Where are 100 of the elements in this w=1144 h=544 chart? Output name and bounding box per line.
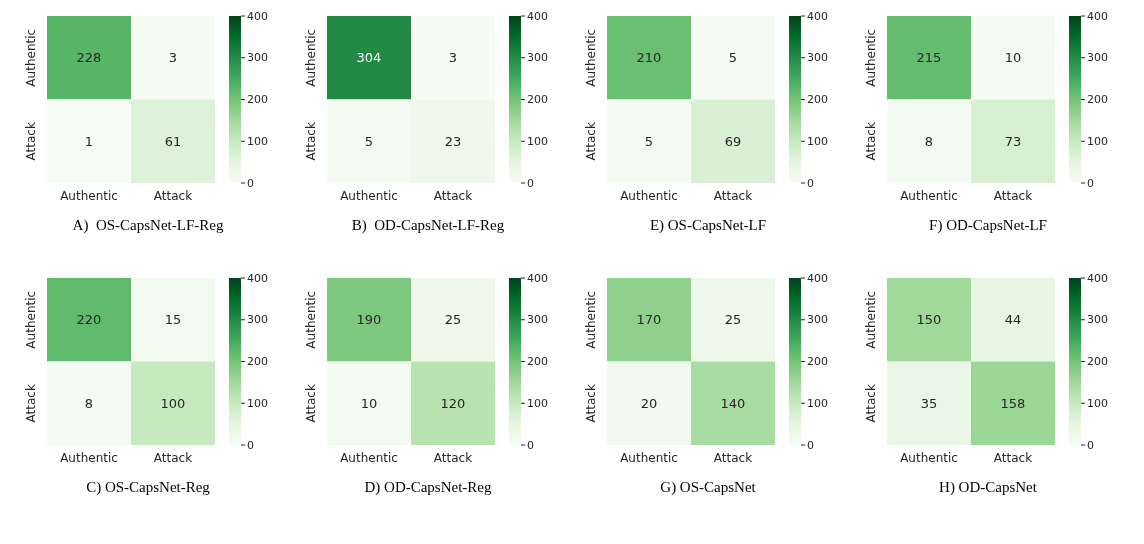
data-label: 10 bbox=[360, 395, 378, 411]
data-label: 10 bbox=[1004, 50, 1022, 66]
color-bar-label: 200 bbox=[807, 93, 828, 106]
text: G) OS-CapsNet bbox=[660, 479, 756, 496]
text: H) OD-CapsNet bbox=[939, 479, 1037, 496]
text: D) OD-CapsNet-Reg bbox=[364, 479, 492, 496]
data-label: 23 bbox=[444, 133, 462, 149]
color-bar-label: 300 bbox=[247, 51, 268, 65]
data-label: 5 bbox=[728, 50, 738, 66]
y-tick-label: Attack bbox=[304, 122, 318, 161]
color-bar-label: 300 bbox=[807, 313, 828, 327]
data-label: 210 bbox=[636, 50, 662, 66]
y-tick-label: Attack bbox=[584, 384, 598, 423]
data-label: 5 bbox=[644, 133, 654, 149]
data-label: 25 bbox=[444, 312, 462, 328]
color-bar-label: 100 bbox=[807, 396, 828, 410]
color-bar-label: 400 bbox=[1087, 9, 1108, 23]
data-label: 150 bbox=[916, 312, 942, 328]
y-tick-label: Attack bbox=[584, 122, 598, 161]
data-label: 190 bbox=[356, 312, 382, 328]
data-label: 5 bbox=[364, 133, 374, 149]
y-tick-label: Attack bbox=[864, 384, 878, 423]
color-bar-label: 0 bbox=[1087, 438, 1094, 452]
data-label: 170 bbox=[636, 312, 662, 328]
x-tick-label: Authentic bbox=[340, 450, 398, 465]
y-tick-label: Authentic bbox=[584, 290, 598, 349]
text: C) OS-CapsNet-Reg bbox=[86, 479, 210, 496]
data-label: 15 bbox=[164, 312, 182, 328]
data-label: 120 bbox=[440, 395, 466, 411]
color-bar-label: 300 bbox=[807, 51, 828, 65]
color-bar-label: 100 bbox=[247, 396, 268, 410]
x-tick-label: Authentic bbox=[60, 188, 118, 203]
color-bar-label: 200 bbox=[807, 355, 828, 368]
x-tick-label: Authentic bbox=[340, 188, 398, 203]
color-bar-label: 200 bbox=[247, 355, 268, 368]
color-bar-label: 0 bbox=[247, 438, 254, 452]
data-label: 100 bbox=[160, 395, 186, 411]
x-tick-label: Attack bbox=[433, 450, 473, 465]
color-bar-label: 400 bbox=[807, 271, 828, 285]
data-label: 20 bbox=[640, 395, 658, 411]
x-tick-label: Attack bbox=[433, 188, 473, 203]
color-bar-label: 400 bbox=[247, 271, 268, 285]
text: A) OS-CapsNet-LF-Reg bbox=[72, 217, 224, 234]
color-bar-label: 0 bbox=[527, 438, 534, 452]
text: E) OS-CapsNet-LF bbox=[649, 217, 767, 234]
data-label: 140 bbox=[720, 395, 746, 411]
x-tick-label: Attack bbox=[153, 450, 193, 465]
color-bar-label: 300 bbox=[247, 313, 268, 327]
y-tick-label: Attack bbox=[24, 122, 38, 161]
color-bar-label: 200 bbox=[527, 355, 548, 368]
color-bar-label: 100 bbox=[527, 134, 548, 148]
text: F) OD-CapsNet-LF bbox=[929, 217, 1047, 234]
color-bar-label: 300 bbox=[527, 51, 548, 65]
color-bar-label: 400 bbox=[527, 271, 548, 285]
color-bar-label: 100 bbox=[1087, 134, 1108, 148]
data-label: 3 bbox=[168, 50, 178, 66]
color-bar-label: 300 bbox=[527, 313, 548, 327]
color-bar-label: 0 bbox=[807, 438, 814, 452]
x-tick-label: Authentic bbox=[900, 188, 958, 203]
data-label: 1 bbox=[84, 133, 94, 149]
color-bar-label: 400 bbox=[1087, 271, 1108, 285]
data-label: 220 bbox=[76, 312, 102, 328]
data-label: 25 bbox=[724, 312, 742, 328]
text: B) OD-CapsNet-LF-Reg bbox=[351, 217, 505, 234]
y-tick-label: Attack bbox=[304, 384, 318, 423]
color-bar-label: 300 bbox=[1087, 51, 1108, 65]
data-label: 215 bbox=[916, 50, 942, 66]
data-label: 3 bbox=[448, 50, 458, 66]
y-tick-label: Authentic bbox=[584, 28, 598, 87]
y-tick-label: Attack bbox=[24, 384, 38, 423]
data-label: 73 bbox=[1004, 133, 1022, 149]
y-tick-label: Authentic bbox=[24, 290, 38, 349]
color-bar-label: 200 bbox=[247, 93, 268, 106]
data-label: 228 bbox=[76, 50, 102, 66]
data-label: 8 bbox=[84, 395, 94, 411]
color-bar-label: 400 bbox=[527, 9, 548, 23]
color-bar-label: 0 bbox=[1087, 176, 1094, 190]
color-bar-label: 0 bbox=[527, 176, 534, 190]
color-bar-label: 400 bbox=[247, 9, 268, 23]
color-bar-label: 200 bbox=[1087, 355, 1108, 368]
data-label: 158 bbox=[1000, 395, 1026, 411]
data-label: 8 bbox=[924, 133, 934, 149]
data-label: 61 bbox=[164, 133, 182, 149]
y-tick-label: Authentic bbox=[304, 28, 318, 87]
y-tick-label: Authentic bbox=[24, 28, 38, 87]
x-tick-label: Attack bbox=[713, 188, 753, 203]
x-tick-label: Attack bbox=[153, 188, 193, 203]
color-bar-label: 0 bbox=[247, 176, 254, 190]
data-label: 44 bbox=[1004, 312, 1022, 328]
color-bar-label: 300 bbox=[1087, 313, 1108, 327]
color-bar-label: 200 bbox=[527, 93, 548, 106]
x-tick-label: Authentic bbox=[620, 450, 678, 465]
x-tick-label: Attack bbox=[993, 450, 1033, 465]
y-tick-label: Authentic bbox=[864, 290, 878, 349]
color-bar-label: 100 bbox=[807, 134, 828, 148]
color-bar-label: 100 bbox=[1087, 396, 1108, 410]
x-tick-label: Attack bbox=[713, 450, 753, 465]
color-bar-label: 200 bbox=[1087, 93, 1108, 106]
color-bar-label: 0 bbox=[807, 176, 814, 190]
color-bar-label: 100 bbox=[247, 134, 268, 148]
